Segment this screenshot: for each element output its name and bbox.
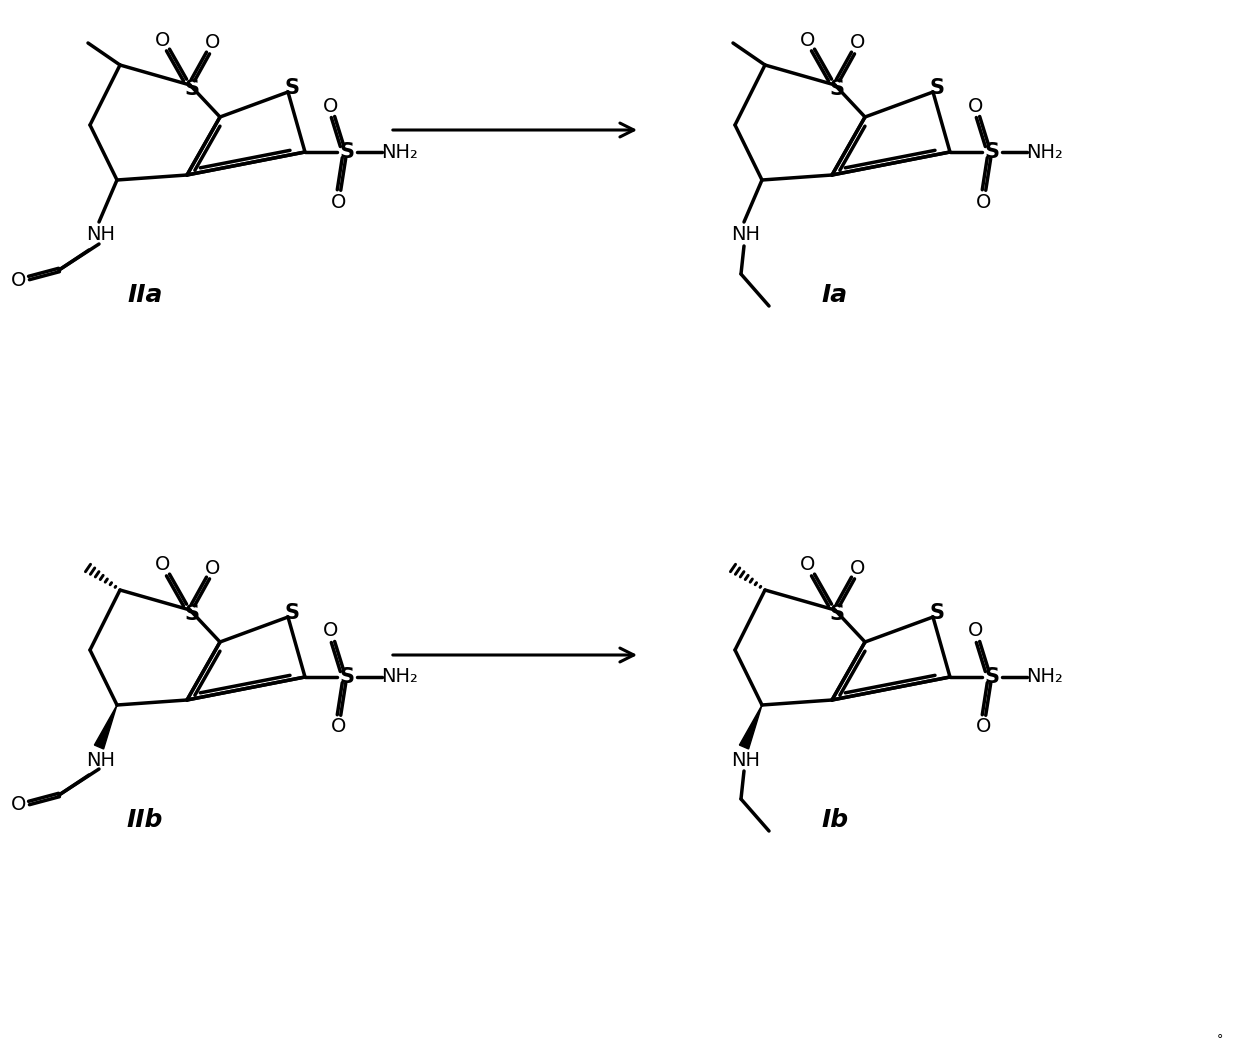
Text: NH: NH — [732, 226, 760, 245]
Text: O: O — [324, 97, 339, 116]
Text: S: S — [830, 604, 844, 624]
Text: S: S — [930, 78, 945, 98]
Text: S: S — [284, 78, 300, 98]
Text: NH₂: NH₂ — [382, 142, 418, 161]
Text: O: O — [324, 622, 339, 641]
Text: O: O — [331, 193, 347, 212]
Text: O: O — [11, 271, 27, 290]
Text: O: O — [851, 559, 866, 578]
Text: NH₂: NH₂ — [1027, 142, 1064, 161]
Text: Ib: Ib — [821, 808, 848, 832]
Text: IIb: IIb — [126, 808, 164, 832]
Polygon shape — [94, 705, 117, 749]
Text: O: O — [155, 555, 171, 574]
Text: °: ° — [1216, 1034, 1223, 1047]
Text: O: O — [968, 622, 983, 641]
Text: NH₂: NH₂ — [382, 667, 418, 686]
Text: S: S — [340, 142, 355, 162]
Text: NH: NH — [732, 750, 760, 769]
Text: O: O — [206, 34, 221, 53]
Text: O: O — [11, 796, 27, 815]
Text: O: O — [800, 555, 816, 574]
Text: S: S — [985, 142, 999, 162]
Text: NH: NH — [87, 750, 115, 769]
Text: Ia: Ia — [822, 284, 848, 307]
Text: O: O — [968, 97, 983, 116]
Text: O: O — [331, 718, 347, 737]
Text: NH: NH — [87, 226, 115, 245]
Text: S: S — [284, 603, 300, 623]
Text: S: S — [930, 603, 945, 623]
Text: O: O — [851, 34, 866, 53]
Text: S: S — [185, 604, 200, 624]
Polygon shape — [739, 705, 763, 749]
Text: NH₂: NH₂ — [1027, 667, 1064, 686]
Text: S: S — [185, 79, 200, 99]
Text: O: O — [206, 559, 221, 578]
Text: S: S — [340, 667, 355, 687]
Text: S: S — [830, 79, 844, 99]
Text: O: O — [976, 193, 992, 212]
Text: S: S — [985, 667, 999, 687]
Text: IIa: IIa — [128, 284, 162, 307]
Text: O: O — [976, 718, 992, 737]
Text: O: O — [155, 31, 171, 50]
Text: O: O — [800, 31, 816, 50]
